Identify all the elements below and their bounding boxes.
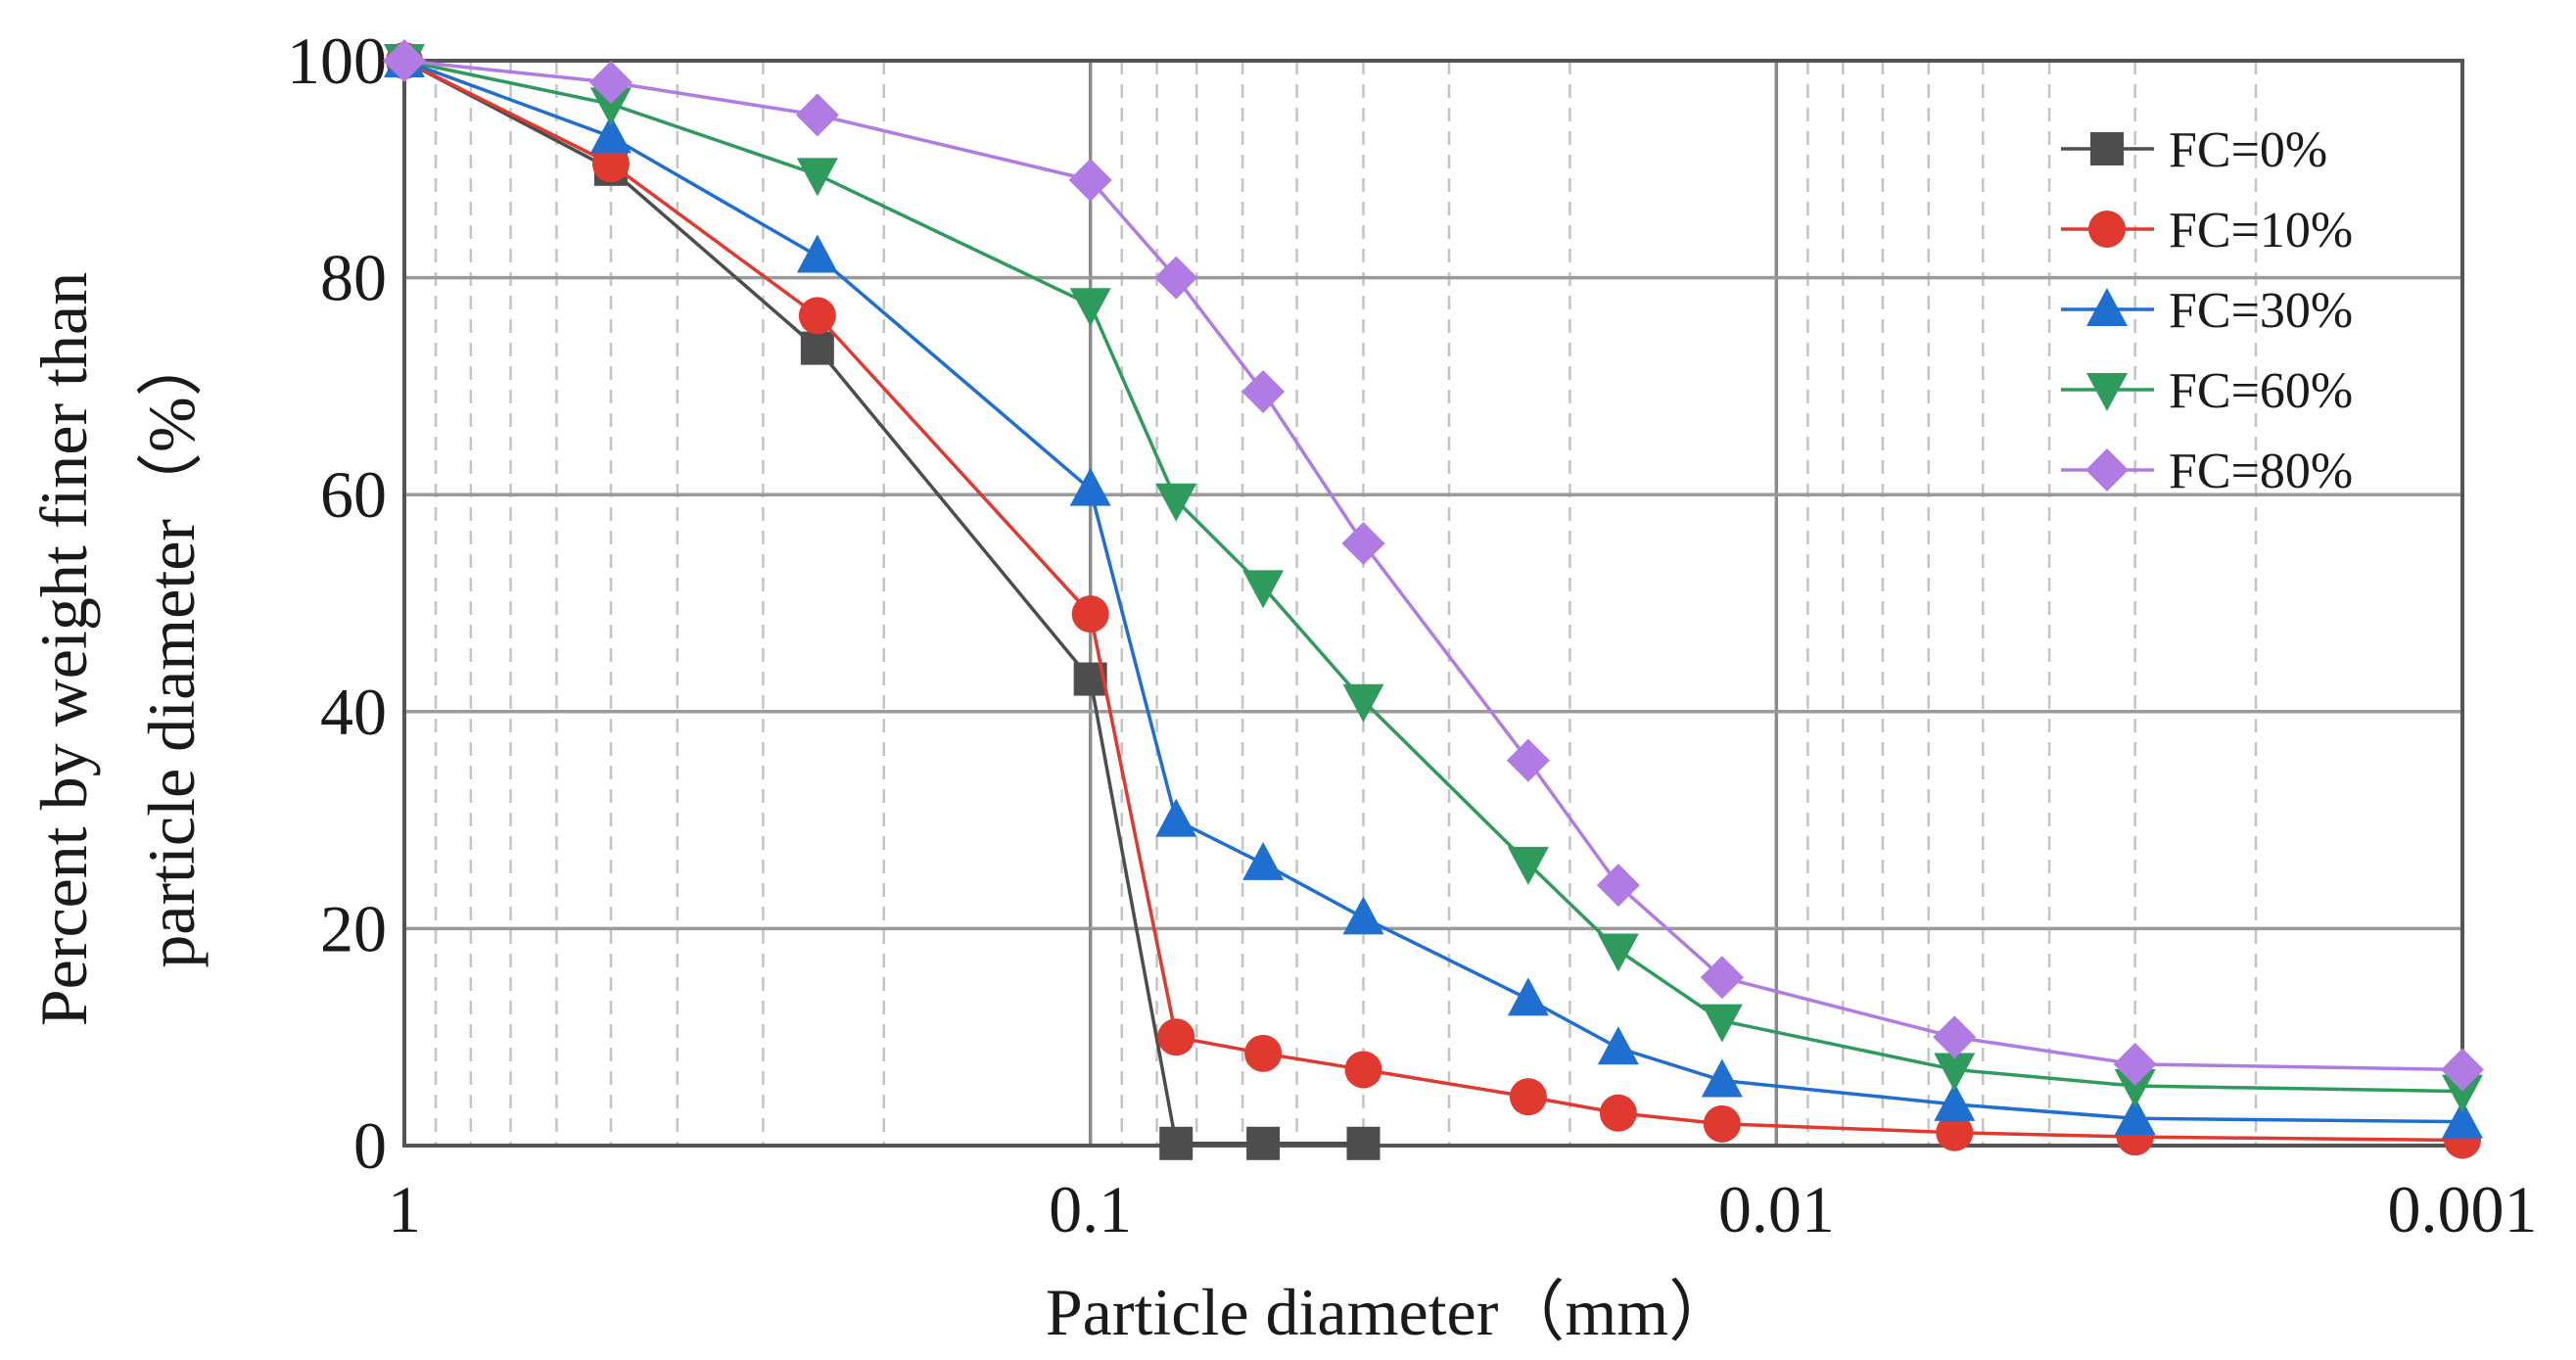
data-point	[1509, 1078, 1547, 1116]
axes: 1 0.1 0.01 0.001 0 20 40 60 80 100	[287, 23, 2538, 1246]
data-point	[1599, 1094, 1637, 1132]
y-tick-label: 80	[320, 241, 387, 315]
data-point	[1069, 467, 1111, 506]
legend-label: FC=60%	[2169, 363, 2353, 419]
legend-item: FC=10%	[2061, 203, 2353, 258]
legend-item: FC=30%	[2061, 283, 2353, 339]
legend-label: FC=10%	[2169, 203, 2353, 258]
y-tick-label: 0	[353, 1108, 387, 1183]
legend-marker	[2086, 373, 2128, 411]
data-point	[1597, 1026, 1639, 1065]
data-point	[1700, 956, 1744, 1000]
y-tick-label: 20	[320, 891, 387, 965]
data-point	[1701, 1058, 1743, 1098]
data-point	[1154, 256, 1198, 300]
plot-frame	[402, 59, 2464, 1148]
data-point	[2114, 1069, 2156, 1108]
data-point	[1701, 1004, 1743, 1043]
data-point	[383, 39, 426, 82]
data-point	[796, 234, 838, 273]
data-point	[798, 297, 836, 335]
data-point	[1936, 1113, 1974, 1151]
legend-item: FC=0%	[2061, 122, 2327, 178]
data-point	[1703, 1104, 1741, 1143]
data-point	[796, 158, 838, 197]
data-point	[1246, 1126, 1281, 1160]
data-point	[589, 87, 632, 126]
x-tick-label: 0.01	[1718, 1172, 1835, 1246]
x-axis-title: Particle diameter（mm）	[1046, 1275, 1735, 1349]
data-point	[589, 115, 632, 154]
data-point	[2114, 1097, 2156, 1136]
legend-label: FC=30%	[2169, 283, 2353, 339]
data-point	[1155, 483, 1197, 522]
data-point	[1507, 977, 1549, 1016]
data-point	[1346, 1126, 1381, 1160]
data-point	[800, 331, 834, 365]
y-tick-label: 100	[287, 23, 387, 98]
data-point	[795, 93, 839, 137]
data-point	[1506, 738, 1550, 782]
y-tick-label: 60	[320, 457, 387, 532]
series-fc-60-	[384, 44, 2483, 1113]
x-tick-label: 0.001	[2388, 1172, 2538, 1246]
y-tick-label: 40	[320, 675, 387, 749]
legend-marker	[2085, 448, 2129, 492]
data-point	[1507, 846, 1549, 885]
legend-marker	[2088, 211, 2126, 248]
data-point	[1344, 1051, 1382, 1089]
data-point	[1069, 288, 1111, 327]
y-axis-title-line1: Percent by weight finer than	[26, 272, 101, 1026]
data-point	[1071, 595, 1109, 633]
data-point	[1157, 1018, 1195, 1056]
legend-label: FC=0%	[2169, 122, 2327, 178]
data-point	[1341, 522, 1385, 566]
data-point	[2442, 1100, 2483, 1139]
data-series	[383, 39, 2484, 1160]
data-point	[591, 145, 630, 183]
series-fc-30-	[384, 39, 2483, 1139]
data-point	[1242, 841, 1285, 880]
data-point	[1596, 864, 1640, 908]
data-point	[1342, 896, 1384, 935]
x-tick-label: 0.1	[1049, 1172, 1132, 1246]
series-fc-80-	[383, 39, 2484, 1092]
data-point	[1155, 798, 1197, 837]
axis-titles: Particle diameter（mm） Percent by weight …	[26, 272, 1735, 1349]
data-point	[1342, 683, 1384, 723]
data-point	[1244, 1034, 1283, 1072]
legend-item: FC=80%	[2061, 444, 2353, 499]
data-point	[1934, 1082, 1976, 1121]
data-point	[1241, 369, 1286, 413]
data-point	[1933, 1015, 1977, 1059]
data-point	[1597, 933, 1639, 972]
legend-item: FC=60%	[2061, 363, 2353, 419]
data-point	[2441, 1048, 2484, 1092]
legend-marker	[2090, 132, 2124, 165]
data-point	[1159, 1126, 1194, 1160]
x-tick-label: 1	[388, 1172, 421, 1246]
y-axis-title-line2: particle diameter（%）	[134, 330, 209, 967]
legend-marker	[2086, 288, 2128, 326]
legend-label: FC=80%	[2169, 444, 2353, 499]
data-point	[588, 61, 632, 105]
data-point	[2442, 1074, 2483, 1113]
data-point	[1068, 158, 1112, 202]
data-point	[2113, 1042, 2157, 1086]
legend: FC=0% FC=10% FC=30% FC=60% FC=80%	[2061, 122, 2353, 499]
data-point	[1934, 1053, 1976, 1092]
data-point	[1242, 570, 1285, 609]
